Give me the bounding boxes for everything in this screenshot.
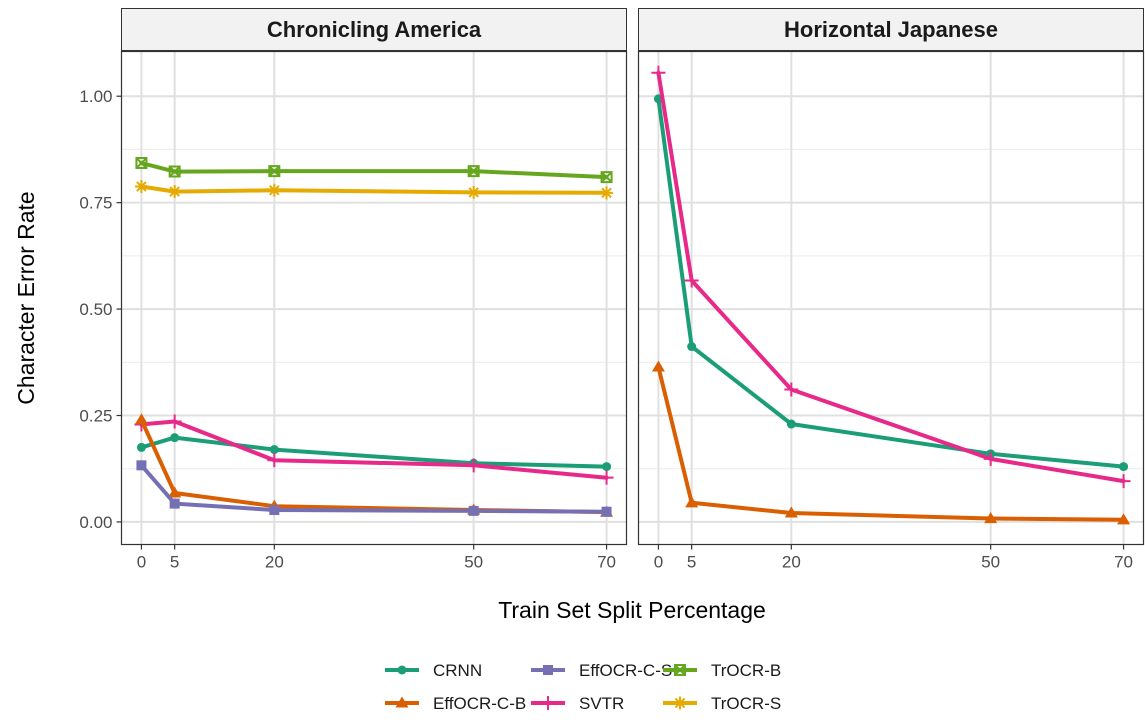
data-point [687, 342, 697, 352]
data-point [134, 413, 148, 425]
data-point [784, 506, 798, 518]
series-effocr-c-s [136, 460, 612, 517]
gridlines [121, 51, 627, 545]
y-tick-label: 0.00 [79, 513, 112, 532]
data-point [267, 453, 282, 468]
y-axis-title: Character Error Rate [13, 191, 39, 404]
y-tick-label: 1.00 [79, 87, 112, 106]
y-tick-label: 0.25 [79, 407, 112, 426]
data-point [599, 470, 614, 485]
series-svtr [134, 414, 614, 485]
data-point [135, 157, 148, 170]
legend-key-marker [541, 696, 555, 710]
data-point [467, 185, 481, 199]
x-tick-label: 20 [782, 553, 801, 572]
data-point [786, 419, 796, 429]
data-point [269, 445, 279, 455]
legend-item-effocr-c-b: EffOCR-C-B [385, 694, 526, 713]
panel-border [637, 50, 1145, 546]
series-svtr [651, 65, 1131, 489]
data-point [983, 451, 998, 466]
data-point [269, 505, 280, 516]
x-tick-label: 0 [654, 553, 663, 572]
data-point [268, 165, 281, 178]
data-point [167, 414, 182, 429]
legend-label: TrOCR-B [711, 661, 781, 680]
data-point [984, 512, 998, 524]
series-effocr-c-b [651, 360, 1131, 525]
y-tick-label: 0.75 [79, 194, 112, 213]
legend-key-marker [673, 696, 687, 710]
data-point [602, 462, 612, 472]
data-point [136, 460, 147, 471]
legend-key-marker [543, 665, 553, 675]
data-point [134, 179, 148, 193]
legend-label: EffOCR-C-S [579, 661, 672, 680]
data-point [168, 486, 182, 498]
axes: 0 5 20 50 70 [654, 544, 1133, 572]
axes: 0 5 20 50 70 0.00 0.25 0.50 0.75 1.00 [79, 87, 616, 571]
data-point [1119, 462, 1129, 472]
y-tick-label: 0.50 [79, 300, 112, 319]
x-tick-label: 5 [687, 553, 696, 572]
data-point [1116, 474, 1131, 489]
data-point [600, 171, 613, 184]
legend-item-svtr: SVTR [531, 694, 624, 713]
legend-item-effocr-c-s: EffOCR-C-S [531, 661, 672, 680]
legend-key-marker [395, 696, 409, 708]
series-trocr-b [135, 157, 613, 184]
data-point [468, 505, 479, 516]
data-point [168, 165, 181, 178]
panel-horizontal-japanese: Horizontal Japanese 0 5 20 50 70 [637, 8, 1145, 572]
panel-chronicling-america: Chronicling America 0 5 20 50 70 0.00 0.25 0.50… [79, 8, 628, 572]
legend-item-crnn: CRNN [385, 661, 482, 680]
x-tick-label: 20 [265, 553, 284, 572]
x-tick-label: 0 [137, 553, 146, 572]
data-point [170, 433, 180, 443]
legend-key-marker [397, 665, 407, 675]
data-point [169, 498, 180, 509]
data-point [685, 496, 699, 508]
data-point [1117, 513, 1131, 525]
data-point [467, 165, 480, 178]
x-tick-label: 50 [464, 553, 483, 572]
legend-item-trocr-b: TrOCR-B [663, 661, 781, 680]
data-layer [134, 157, 614, 517]
legend-item-trocr-s: TrOCR-S [663, 694, 781, 713]
legend-label: CRNN [433, 661, 482, 680]
data-point [168, 185, 182, 199]
data-point [684, 273, 699, 288]
x-tick-label: 5 [170, 553, 179, 572]
legend-label: SVTR [579, 694, 624, 713]
x-tick-label: 70 [597, 553, 616, 572]
x-axis-title: Train Set Split Percentage [498, 597, 766, 623]
data-layer [651, 65, 1131, 525]
data-point [784, 382, 799, 397]
panel-title: Horizontal Japanese [784, 17, 998, 42]
panel-strip [121, 8, 627, 51]
x-tick-label: 50 [981, 553, 1000, 572]
panel-strip [638, 8, 1144, 51]
data-point [136, 442, 146, 452]
data-point [601, 506, 612, 517]
data-point [466, 458, 481, 473]
panel-title: Chronicling America [267, 17, 482, 42]
panel-border [120, 50, 628, 546]
data-point [600, 186, 614, 200]
legend-label: EffOCR-C-B [433, 694, 526, 713]
data-point [267, 183, 281, 197]
legend-key-marker [674, 664, 686, 676]
series-trocr-s [134, 179, 614, 200]
legend: CRNN EffOCR-C-B EffOCR-C-S SVTR TrOCR-B TrOCR… [385, 661, 781, 713]
data-point [651, 65, 666, 80]
x-tick-label: 70 [1114, 553, 1133, 572]
data-point [651, 360, 665, 372]
legend-label: TrOCR-S [711, 694, 781, 713]
